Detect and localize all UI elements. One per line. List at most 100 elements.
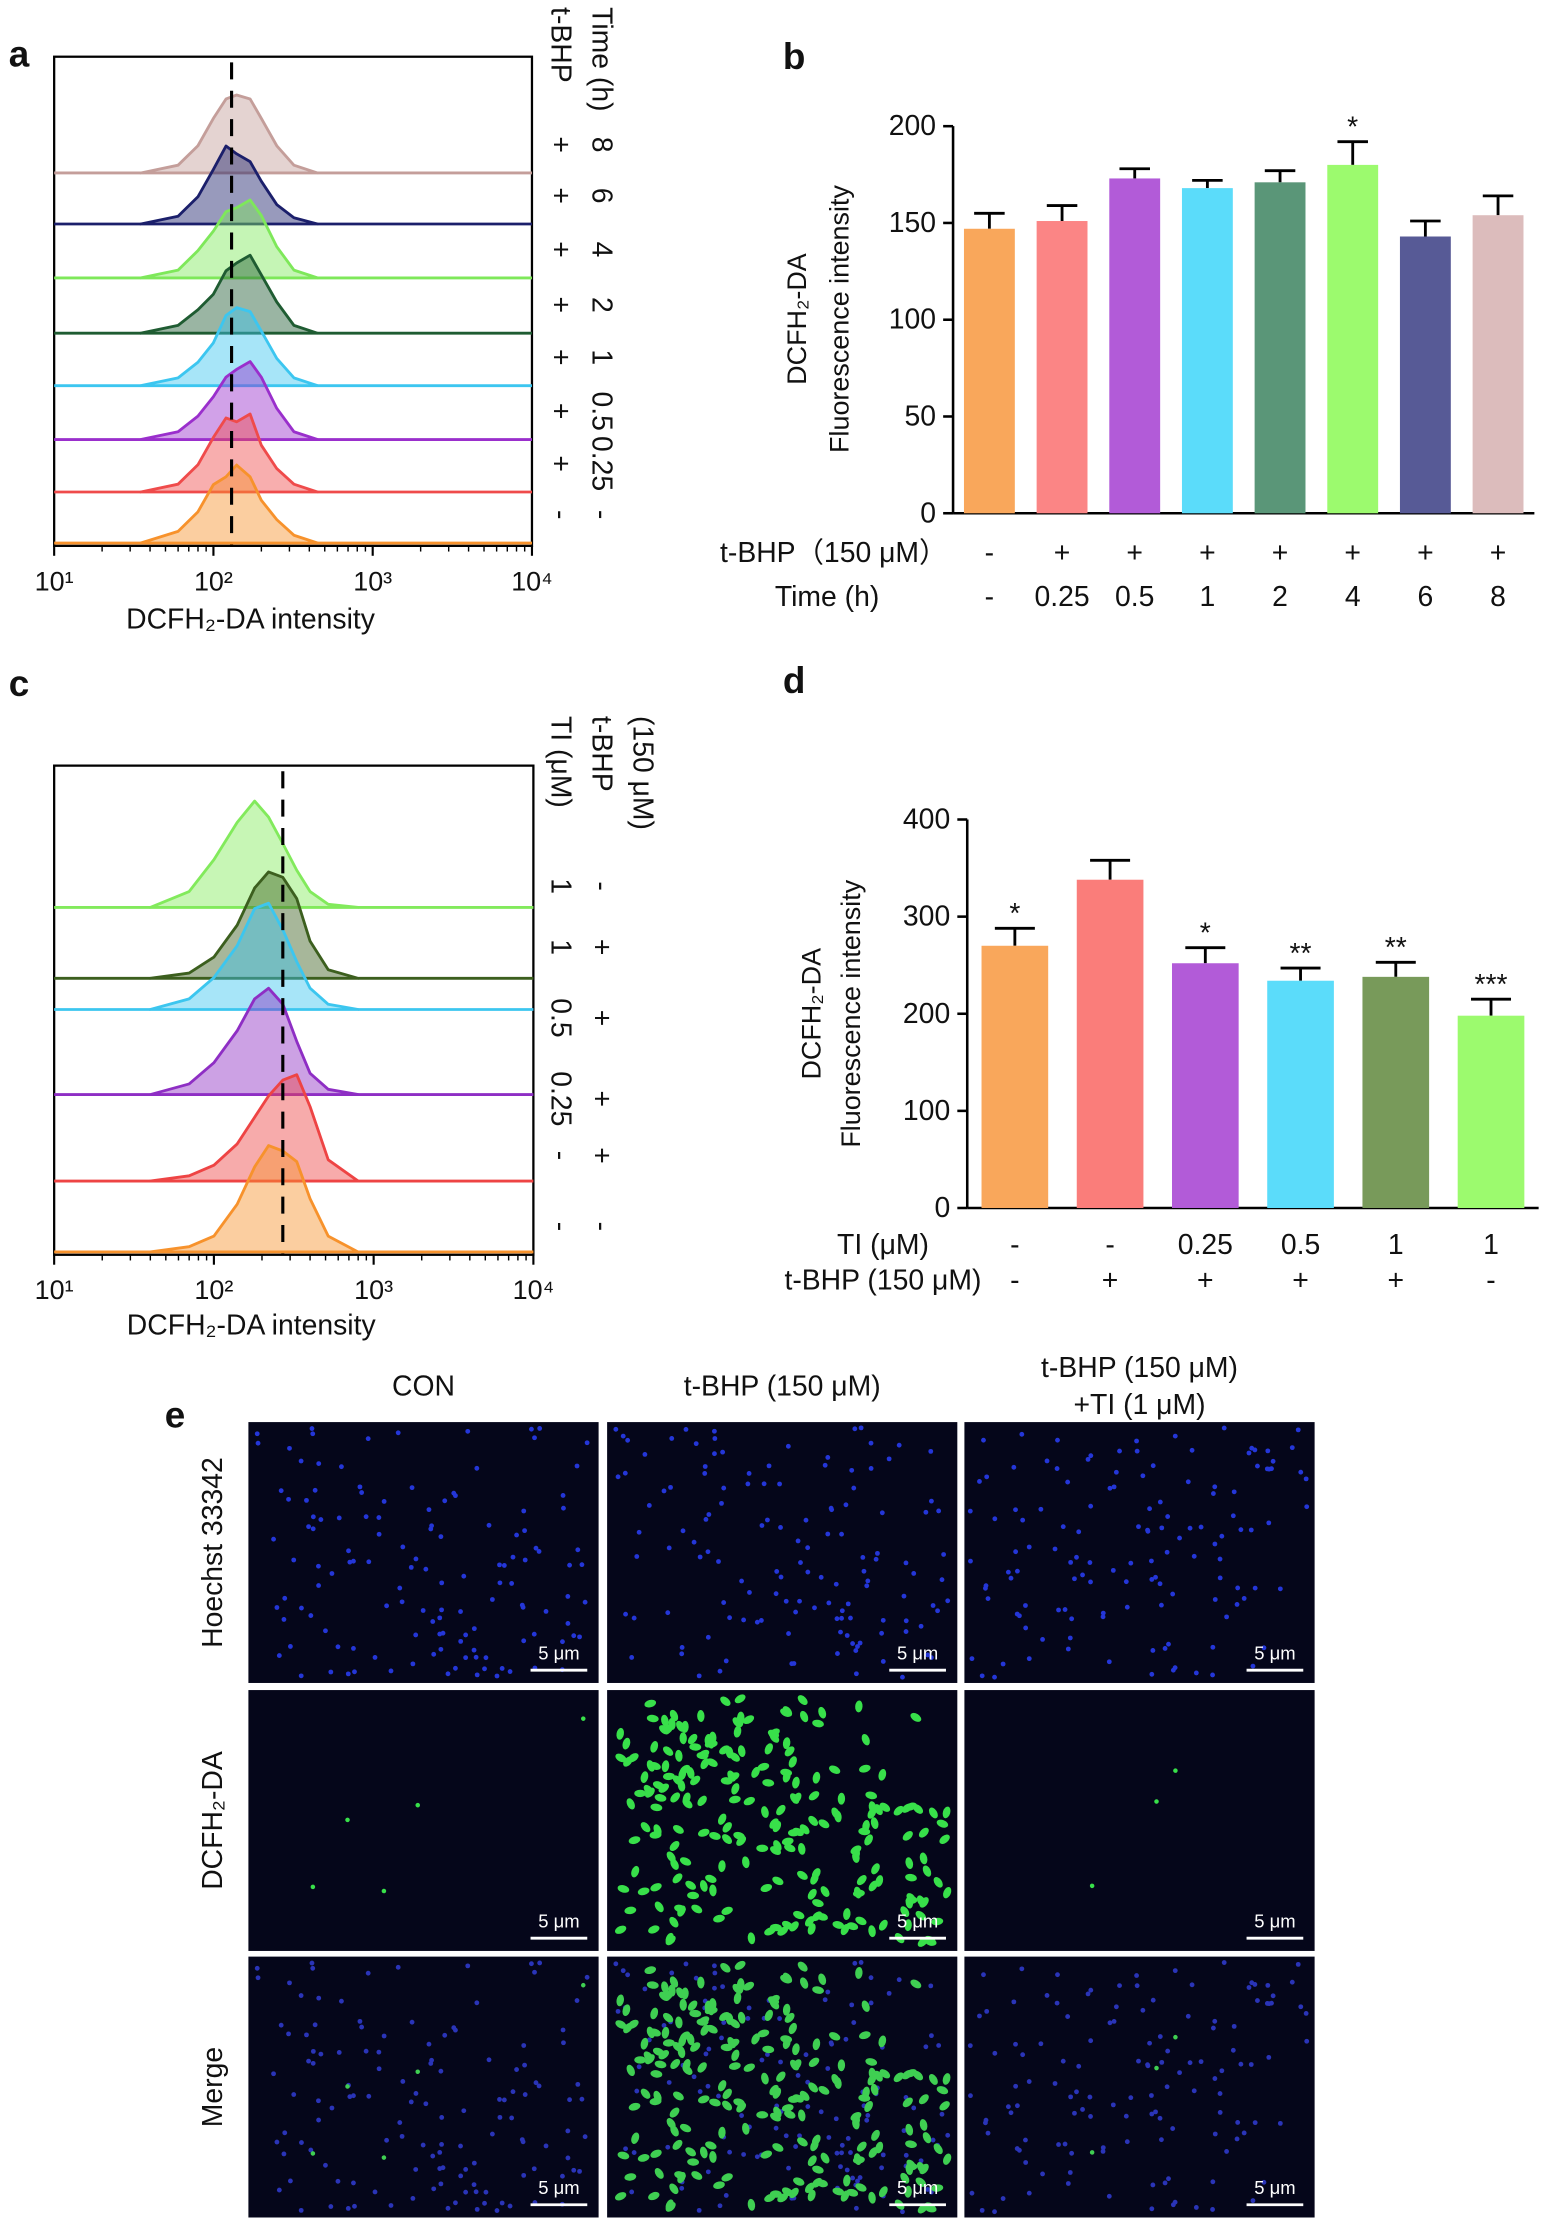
nucleus [795,2073,801,2078]
ros-cell [789,2187,799,2199]
ros-cell [843,2174,851,2187]
ros-cell [864,1834,873,1846]
nucleus [410,2195,416,2201]
row-value: + [1126,537,1143,569]
ros-cell [631,1865,640,1878]
histogram-trace [148,1073,360,1183]
nucleus [409,2019,415,2025]
nucleus [850,2175,856,2181]
nucleus [1264,2001,1270,2006]
nucleus [875,1550,880,1556]
histogram-trace [148,870,360,980]
nucleus [879,2165,885,2171]
nucleus [896,1442,902,1448]
ros-cell [719,2011,730,2022]
row-label: Hoechst 33342 [197,1457,229,1648]
ros-cell [662,2039,675,2047]
scale-bar-label: 5 μm [897,2177,938,2198]
ros-cell [721,2173,733,2182]
nucleus [357,1484,363,1490]
ros-cell [734,1694,746,1704]
ros-cell [690,1775,701,1786]
nucleus [992,2209,997,2215]
nucleus [1100,2148,1106,2154]
ros-cell [689,2009,702,2018]
nucleus [543,2143,549,2149]
nucleus [1250,2198,1256,2204]
ros-cell [799,2090,810,2101]
nucleus [1187,1525,1193,1531]
nucleus [1068,2094,1074,2100]
nucleus [1014,2103,1020,2109]
row-value: + [544,241,576,258]
nucleus [825,1531,831,1537]
nucleus [642,1986,648,1992]
ros-cell [649,1761,661,1770]
column-header: t-BHP (150 μM) [1041,1352,1238,1384]
nucleus [865,1578,871,1584]
row-value: 6 [585,188,617,204]
nucleus [1264,1466,1270,1472]
nucleus [471,2182,477,2188]
row-value: + [1199,537,1216,569]
ros-cell [650,1883,662,1892]
ros-cell [709,1884,717,1897]
ros-cell [910,1979,922,1989]
histogram-trace [148,986,360,1096]
y-tick-label: 200 [903,998,950,1030]
nucleus [316,2117,321,2123]
nucleus [560,1493,566,1498]
nucleus [413,2167,419,2172]
nucleus [1074,1554,1079,1560]
nucleus [276,1653,282,1658]
nucleus [522,2062,528,2068]
nucleus [1270,1993,1276,1999]
scale-bar-label: 5 μm [538,2177,579,2198]
x-tick-label: 10⁴ [511,566,553,596]
nucleus [1172,1433,1178,1439]
nucleus [1212,2076,1218,2081]
nucleus [1270,1458,1276,1464]
ros-cell [615,1753,627,1763]
nucleus [255,1975,261,1981]
ros-cell [768,1994,780,2004]
nucleus [312,2022,318,2028]
nucleus [310,2060,316,2066]
ros-cell [654,2060,667,2069]
nucleus [984,2008,990,2014]
micrograph-background [607,1422,958,1683]
y-tick-label: 400 [903,804,950,836]
ros-cell [682,2059,691,2071]
nucleus [625,1972,631,1978]
ros-cell [784,1843,796,1853]
ros-cell [747,1932,756,1945]
row-value: + [1490,537,1507,569]
nucleus [1080,2107,1085,2112]
nucleus [509,1580,515,1586]
nucleus [1166,2176,1171,2182]
nucleus [702,1464,708,1469]
nucleus [615,2008,621,2014]
nucleus [901,2128,907,2134]
nucleus [1088,1579,1093,1585]
nucleus [522,1528,528,1534]
row-value: 1 [544,878,576,894]
nucleus [463,1655,469,1661]
nucleus [1172,2199,1178,2205]
nucleus [918,1623,924,1629]
ros-cell [718,1860,726,1873]
ros-cell [781,2104,794,2112]
ros-cell [834,1810,842,1823]
nucleus [896,1977,902,1983]
nucleus [1000,1661,1006,1667]
row-label: Merge [197,2047,229,2127]
nucleus [473,1654,479,1660]
ros-cell [756,1844,769,1853]
nucleus [318,1517,324,1522]
nucleus [1266,2054,1272,2060]
nucleus [1019,1966,1025,1972]
ros-cell [415,2069,421,2074]
ros-cell [790,2059,800,2071]
y-tick-label: 300 [903,901,950,933]
nucleus [981,1437,986,1443]
